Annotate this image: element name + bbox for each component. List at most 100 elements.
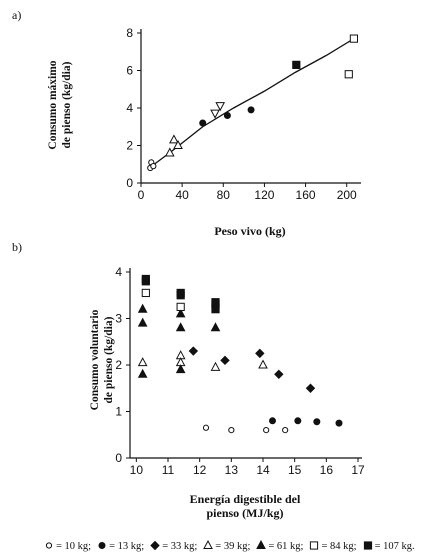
y-tick-label: 4 (126, 101, 133, 115)
y-tick-label: 0 (115, 451, 122, 465)
open-triangle-icon (203, 539, 214, 549)
legend-item: = 84 kg; (309, 540, 357, 552)
data-point (175, 322, 186, 332)
axes: 0 40 80 120 160 200 0 2 4 6 8 (126, 26, 361, 202)
legend-label: = 39 kg; (215, 541, 251, 552)
open-square-icon (310, 541, 319, 550)
chart-b-x-axis-title-line2: pienso (MJ/kg) (206, 506, 284, 520)
panel-label-a: a) (12, 8, 22, 22)
legend: = 10 kg; = 13 kg; = 33 kg; = 39 kg; = 61 kg;… (44, 539, 421, 552)
legend-marker (363, 541, 372, 550)
x-tick-label: 17 (351, 463, 365, 477)
data-point (199, 119, 207, 127)
series-filled-diamond (188, 346, 316, 393)
data-point (313, 418, 321, 426)
legend-item: = 13 kg; (97, 540, 144, 552)
data-point (274, 369, 284, 380)
data-point (294, 417, 302, 425)
chart-b-x-axis-title: Energía digestible del pienso (MJ/kg) (170, 492, 320, 520)
legend-item: = 61 kg; (256, 539, 303, 552)
chart-a-x-axis-title: Peso vivo (kg) (214, 224, 286, 238)
data-point (282, 427, 289, 434)
data-point (173, 139, 183, 149)
y-tick-label: 2 (126, 139, 133, 153)
data-point (141, 274, 150, 284)
legend-marker (150, 540, 160, 551)
x-tick-label: 160 (296, 188, 316, 202)
data-point (335, 419, 343, 427)
legend-item: = 107 kg. (363, 540, 415, 552)
y-tick-label: 2 (115, 358, 122, 372)
data-point (210, 109, 220, 119)
y-tick-label: 8 (126, 26, 133, 40)
series-open-circle (202, 424, 289, 434)
panel-label-b: b) (12, 240, 22, 254)
series-open-circle (147, 159, 157, 172)
data-point (137, 303, 148, 313)
x-tick-label: 15 (288, 463, 302, 477)
y-tick-label: 4 (115, 265, 122, 279)
legend-marker (310, 541, 319, 550)
data-point (137, 317, 148, 327)
x-tick-label: 200 (337, 188, 357, 202)
series-filled-circle (269, 417, 343, 427)
data-point (215, 102, 226, 112)
data-point (292, 60, 301, 69)
data-point (164, 147, 175, 157)
x-tick-label: 16 (320, 463, 334, 477)
series-filled-square (292, 60, 301, 69)
data-point (247, 106, 255, 114)
data-point (211, 298, 220, 307)
open-circle-icon (45, 542, 53, 549)
chart-b-x-axis-title-line1: Energía digestible del (189, 492, 301, 506)
data-point (305, 383, 316, 393)
data-point (150, 163, 157, 170)
data-point (228, 427, 235, 434)
series-open-triangle-up (164, 134, 183, 157)
data-point (176, 302, 185, 311)
data-point (169, 134, 179, 144)
legend-label: = 10 kg; (56, 541, 92, 552)
series-open-square (344, 34, 359, 79)
legend-label: = 33 kg; (162, 541, 198, 552)
data-point (344, 70, 353, 79)
x-tick-label: 120 (254, 188, 274, 202)
x-tick-label: 0 (138, 188, 145, 202)
data-point (137, 357, 148, 367)
legend-item: = 33 kg; (150, 540, 197, 552)
y-tick-label: 6 (126, 64, 133, 78)
filled-circle-icon (98, 542, 106, 549)
x-tick-label: 12 (193, 463, 207, 477)
data-point (176, 288, 185, 298)
data-point (210, 361, 221, 371)
data-point (202, 424, 210, 431)
series-filled-square (141, 274, 220, 314)
x-tick-label: 80 (217, 188, 231, 202)
data-point (255, 348, 265, 359)
legend-label: = 107 kg. (374, 541, 415, 552)
legend-item: = 39 kg; (203, 539, 251, 552)
x-tick-label: 40 (175, 188, 189, 202)
filled-triangle-icon (256, 539, 267, 549)
x-tick-label: 13 (225, 463, 239, 477)
filled-diamond-icon (150, 540, 160, 551)
data-point (137, 368, 148, 378)
data-point (175, 364, 186, 374)
data-point (269, 417, 276, 425)
series-filled-circle (199, 106, 255, 127)
data-point (220, 355, 230, 366)
series-open-triangle-down (210, 102, 226, 119)
series-filled-triangle (137, 303, 221, 378)
y-tick-label: 3 (115, 312, 122, 326)
y-tick-label: 1 (115, 405, 122, 419)
legend-marker (203, 539, 214, 549)
legend-marker (45, 542, 53, 549)
x-tick-label: 11 (162, 463, 175, 477)
data-point (258, 359, 268, 369)
data-point (141, 288, 150, 298)
x-tick-label: 10 (130, 463, 144, 477)
x-tick-label: 14 (256, 463, 270, 477)
filled-square-icon (363, 541, 372, 550)
